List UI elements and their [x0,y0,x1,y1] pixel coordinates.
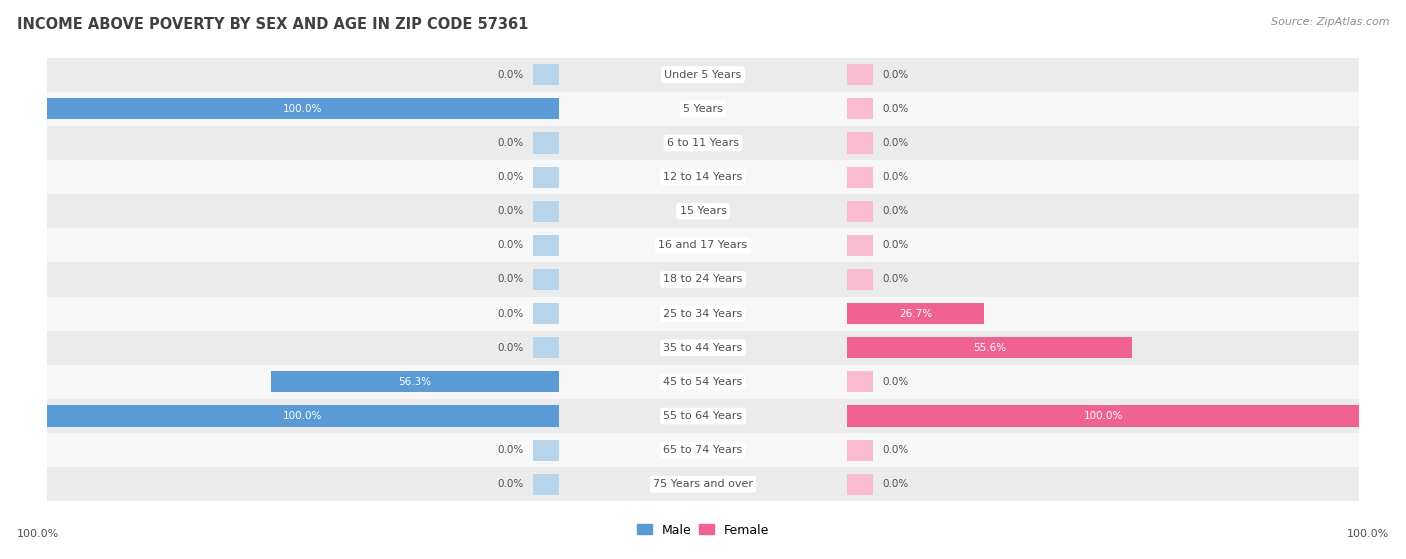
Bar [533,337,558,358]
Text: 0.0%: 0.0% [496,309,523,319]
Text: 0.0%: 0.0% [496,343,523,353]
Text: 26.7%: 26.7% [898,309,932,319]
Text: 15 Years: 15 Years [679,206,727,216]
Text: 0.0%: 0.0% [883,104,910,114]
Bar [533,269,558,290]
Text: 6 to 11 Years: 6 to 11 Years [666,138,740,148]
Bar [848,235,873,256]
Bar [46,405,558,427]
Bar [46,262,1360,297]
Bar [46,58,1360,92]
Bar [848,167,873,188]
Text: 0.0%: 0.0% [883,240,910,250]
Bar [848,98,873,120]
Bar [533,235,558,256]
Text: 55 to 64 Years: 55 to 64 Years [664,411,742,421]
Text: 100.0%: 100.0% [283,411,322,421]
Text: 25 to 34 Years: 25 to 34 Years [664,309,742,319]
Bar [848,64,873,86]
Text: INCOME ABOVE POVERTY BY SEX AND AGE IN ZIP CODE 57361: INCOME ABOVE POVERTY BY SEX AND AGE IN Z… [17,17,529,32]
Text: 0.0%: 0.0% [496,138,523,148]
Text: 5 Years: 5 Years [683,104,723,114]
Text: 0.0%: 0.0% [883,479,910,489]
Text: 16 and 17 Years: 16 and 17 Years [658,240,748,250]
Text: 0.0%: 0.0% [496,479,523,489]
Text: 35 to 44 Years: 35 to 44 Years [664,343,742,353]
Bar [533,473,558,495]
Text: 55.6%: 55.6% [973,343,1007,353]
Bar [46,92,1360,126]
Bar [46,297,1360,331]
Bar [848,201,873,222]
Text: 65 to 74 Years: 65 to 74 Years [664,445,742,455]
Text: 56.3%: 56.3% [398,377,432,387]
Text: 0.0%: 0.0% [883,70,910,80]
Text: 45 to 54 Years: 45 to 54 Years [664,377,742,387]
Text: 100.0%: 100.0% [17,529,59,539]
Bar [533,167,558,188]
Text: 0.0%: 0.0% [496,445,523,455]
Text: 0.0%: 0.0% [496,172,523,182]
Bar [848,303,984,324]
Bar [533,132,558,154]
Text: 0.0%: 0.0% [883,138,910,148]
Bar [46,467,1360,501]
Text: 100.0%: 100.0% [1347,529,1389,539]
Text: 12 to 14 Years: 12 to 14 Years [664,172,742,182]
Text: 0.0%: 0.0% [883,445,910,455]
Bar [46,365,1360,399]
Text: 75 Years and over: 75 Years and over [652,479,754,489]
Text: 0.0%: 0.0% [883,377,910,387]
Bar [533,439,558,461]
Bar [533,201,558,222]
Bar [46,98,558,120]
Bar [46,228,1360,262]
Text: 0.0%: 0.0% [883,274,910,285]
Bar [533,303,558,324]
Text: 0.0%: 0.0% [496,274,523,285]
Text: 0.0%: 0.0% [496,70,523,80]
Bar [46,160,1360,194]
Bar [848,405,1360,427]
Bar [848,269,873,290]
Bar [46,399,1360,433]
Text: 100.0%: 100.0% [1084,411,1123,421]
Text: 0.0%: 0.0% [496,206,523,216]
Bar [46,194,1360,228]
Bar [533,64,558,86]
Bar [270,371,558,392]
Bar [848,337,1132,358]
Bar [848,132,873,154]
Bar [46,433,1360,467]
Text: 18 to 24 Years: 18 to 24 Years [664,274,742,285]
Text: 100.0%: 100.0% [283,104,322,114]
Bar [46,126,1360,160]
Text: 0.0%: 0.0% [883,172,910,182]
Legend: Male, Female: Male, Female [631,519,775,542]
Text: Source: ZipAtlas.com: Source: ZipAtlas.com [1271,17,1389,27]
Bar [46,331,1360,365]
Bar [848,371,873,392]
Text: Under 5 Years: Under 5 Years [665,70,741,80]
Text: 0.0%: 0.0% [496,240,523,250]
Text: 0.0%: 0.0% [883,206,910,216]
Bar [848,473,873,495]
Bar [848,439,873,461]
